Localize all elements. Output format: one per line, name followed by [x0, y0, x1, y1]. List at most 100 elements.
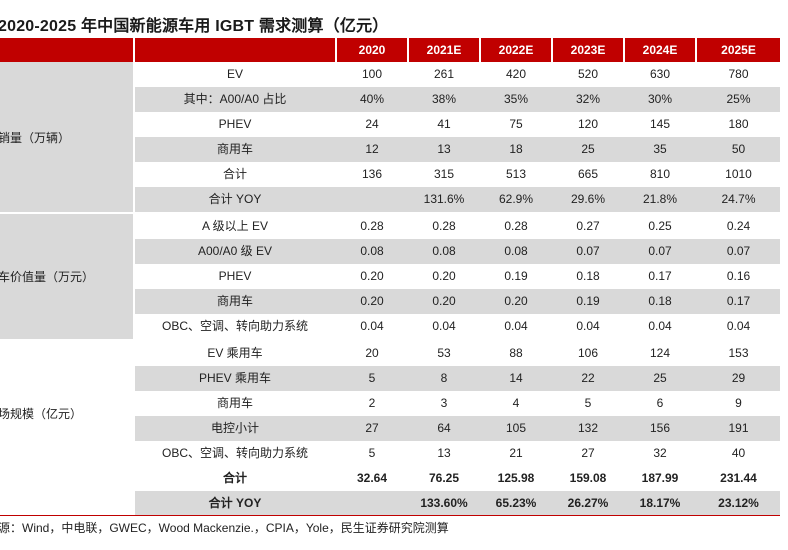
- table-row: 合计 136 315 513 665 810 1010: [0, 162, 780, 187]
- cell-2021e: 0.28: [432, 219, 456, 233]
- cell-2020: 5: [368, 446, 376, 460]
- cell-2021e: 38%: [431, 92, 457, 106]
- cell-2023e: 665: [577, 167, 599, 181]
- cell-2020: 32.64: [356, 471, 388, 485]
- cell-2020: 12: [365, 142, 379, 156]
- table-row: PHEV 0.20 0.20 0.19 0.18 0.17 0.16: [0, 264, 780, 289]
- cell-2025e: 40: [731, 446, 746, 460]
- row-label: 商用车: [216, 142, 253, 156]
- table-row: PHEV 24 41 75 120 145 180: [0, 112, 780, 137]
- cell-2020: 24: [365, 117, 379, 131]
- cell-2024e: 30%: [647, 92, 673, 106]
- cell-2020: 40%: [359, 92, 385, 106]
- cell-2022e: 0.20: [504, 294, 528, 308]
- cell-2025e: 0.07: [726, 244, 751, 258]
- cell-2025e: 231.44: [720, 471, 757, 485]
- cell-2021e: 133.60%: [420, 496, 468, 510]
- cell-2024e: 0.18: [648, 294, 672, 308]
- cell-2023e: 0.19: [576, 294, 600, 308]
- table-row: 电控小计 27 64 105 132 156 191: [0, 416, 780, 441]
- cell-2023e: 132: [577, 421, 599, 435]
- row-label: A00/A0 级 EV: [197, 244, 273, 258]
- cell-2020: [337, 491, 407, 516]
- cell-2022e: 35%: [503, 92, 529, 106]
- row-label: PHEV: [218, 269, 252, 283]
- cell-2023e: 0.04: [576, 319, 600, 333]
- group-unit-value: 车价值量（万元）: [0, 214, 133, 339]
- table-row: 合计 YOY 131.6% 62.9% 29.6% 21.8% 24.7%: [0, 187, 780, 212]
- cell-2020: 27: [365, 421, 379, 435]
- cell-2022e: 420: [505, 67, 527, 81]
- cell-2020: 100: [361, 67, 383, 81]
- row-label: 合计 YOY: [208, 192, 262, 206]
- cell-2025e: 9: [735, 396, 742, 410]
- row-label: A 级以上 EV: [201, 219, 269, 233]
- group-divider: [0, 212, 780, 214]
- cell-2021e: 13: [437, 446, 451, 460]
- table-header: 2020 2021E 2022E 2023E 2024E 2025E: [0, 38, 780, 62]
- footer-rule: [0, 515, 780, 516]
- cell-2022e: 18: [509, 142, 523, 156]
- row-label: OBC、空调、转向助力系统: [161, 446, 308, 460]
- cell-2023e: 32%: [575, 92, 601, 106]
- cell-2020: 20: [365, 346, 379, 360]
- cell-2023e: 106: [577, 346, 599, 360]
- cell-2020: 136: [361, 167, 383, 181]
- cell-2024e: 25: [653, 371, 667, 385]
- cell-2022e: 0.08: [504, 244, 528, 258]
- cell-2020: 0.04: [360, 319, 384, 333]
- cell-2023e: 5: [584, 396, 592, 410]
- cell-2025e: 0.17: [726, 294, 751, 308]
- source-note: 源：Wind，中电联，GWEC，Wood Mackenzie.，CPIA，Yol…: [0, 521, 449, 535]
- row-label: 商用车: [216, 396, 253, 410]
- col-header-2023e: 2023E: [570, 43, 606, 57]
- cell-2024e: 0.07: [648, 244, 672, 258]
- cell-2024e: 6: [656, 396, 664, 410]
- table-row: PHEV 乘用车 5 8 14 22 25 29: [0, 366, 780, 391]
- table-row: 合计 YOY 133.60% 65.23% 26.27% 18.17% 23.12%: [0, 491, 780, 516]
- row-label: 商用车: [216, 294, 253, 308]
- table-row: 商用车 12 13 18 25 35 50: [0, 137, 780, 162]
- col-header-2025e: 2025E: [721, 43, 756, 57]
- cell-2021e: 131.6%: [423, 192, 465, 206]
- cell-2023e: 120: [577, 117, 599, 131]
- cell-2024e: 35: [653, 142, 667, 156]
- cell-2022e: 4: [512, 396, 520, 410]
- table-row: OBC、空调、转向助力系统 5 13 21 27 32 40: [0, 441, 780, 466]
- cell-2024e: 18.17%: [639, 496, 681, 510]
- cell-2022e: 0.04: [504, 319, 528, 333]
- cell-2024e: 0.17: [648, 269, 672, 283]
- row-label: 合计 YOY: [208, 496, 262, 510]
- table-title: 2020-2025 年中国新能源车用 IGBT 需求测算（亿元）: [0, 18, 389, 35]
- cell-2025e: 153: [728, 346, 749, 360]
- cell-2023e: 520: [577, 67, 599, 81]
- cell-2021e: 0.04: [432, 319, 456, 333]
- table-row: OBC、空调、转向助力系统 0.04 0.04 0.04 0.04 0.04 0.04: [0, 314, 780, 339]
- cell-2021e: 41: [437, 117, 451, 131]
- cell-2023e: 0.27: [576, 219, 600, 233]
- cell-2024e: 145: [649, 117, 671, 131]
- cell-2025e: 0.16: [726, 269, 751, 283]
- table-row: EV 乘用车 20 53 88 106 124 153: [0, 341, 780, 366]
- cell-2020: 0.28: [360, 219, 384, 233]
- cell-2022e: 105: [505, 421, 527, 435]
- cell-2023e: 159.08: [569, 471, 607, 485]
- group-divider: [0, 339, 780, 341]
- table-row: 商用车 0.20 0.20 0.20 0.19 0.18 0.17: [0, 289, 780, 314]
- cell-2024e: 630: [649, 67, 671, 81]
- cell-2020: [337, 187, 407, 212]
- cell-2024e: 156: [649, 421, 671, 435]
- table-row: EV 100 261 420 520 630 780: [0, 62, 780, 87]
- cell-2024e: 32: [653, 446, 667, 460]
- row-label: 合计: [222, 167, 247, 181]
- cell-2024e: 810: [649, 167, 671, 181]
- cell-2022e: 75: [509, 117, 523, 131]
- cell-2023e: 0.18: [576, 269, 600, 283]
- cell-2021e: 13: [437, 142, 451, 156]
- cell-2025e: 24.7%: [721, 192, 756, 206]
- group-label-unit-value: 车价值量（万元）: [0, 270, 95, 284]
- cell-2025e: 0.04: [726, 319, 751, 333]
- cell-2021e: 0.20: [432, 294, 456, 308]
- row-label: OBC、空调、转向助力系统: [161, 319, 308, 333]
- cell-2023e: 27: [581, 446, 595, 460]
